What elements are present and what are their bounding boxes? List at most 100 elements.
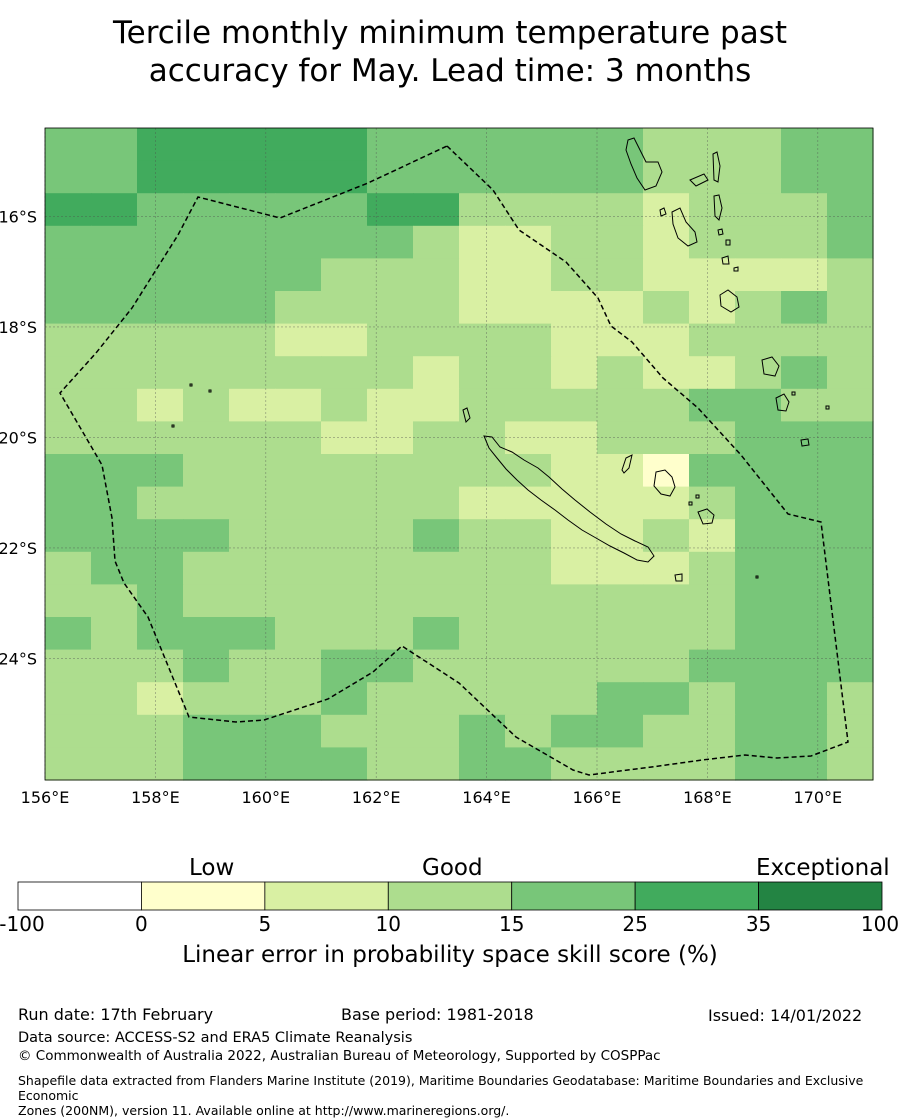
skill-cell [413,160,460,194]
longitude-tick-label: 168°E [683,788,732,807]
skill-cell [91,291,138,325]
skill-cell [45,682,92,716]
skill-cell [229,486,276,520]
skill-cell [45,193,92,227]
skill-cell [505,160,552,194]
skill-cell [321,356,368,390]
skill-cell [183,714,230,748]
skill-cell [321,551,368,585]
espiritu-santo-island [625,137,663,191]
skill-cell [735,747,782,781]
latitude-tick-label: 18°S [0,318,37,337]
skill-cell [275,714,322,748]
skill-cell [689,682,736,716]
skill-cell [781,421,828,455]
longitude-tick-label: 162°E [352,788,401,807]
skill-cell [367,584,414,618]
skill-cell [275,519,322,553]
skill-cell [413,454,460,488]
skill-cell [229,356,276,390]
skill-cell [781,747,828,781]
skill-cell [413,225,460,259]
skill-cell [643,291,690,325]
longitude-tick-label: 156°E [21,788,70,807]
skill-cell [45,388,92,422]
skill-cell [413,421,460,455]
skill-cell [551,649,598,683]
skill-cell [275,356,322,390]
skill-cell [137,291,184,325]
skill-cell [137,258,184,292]
skill-cell [229,291,276,325]
malekula-island [671,207,698,247]
colorbar-bin [511,881,636,911]
skill-cell [643,323,690,357]
skill-cell [275,454,322,488]
skill-cell [827,747,874,781]
map-frame [44,127,874,781]
skill-cell [275,551,322,585]
skill-cell [459,649,506,683]
skill-cell [551,486,598,520]
skill-cell [367,714,414,748]
skill-cell [505,356,552,390]
skill-cell [551,454,598,488]
skill-cell [137,649,184,683]
skill-cell [367,617,414,651]
new-caledonia-island [483,435,655,563]
skill-cell [735,486,782,520]
skill-cell [505,193,552,227]
skill-cell [137,454,184,488]
skill-cell [505,519,552,553]
skill-cell [413,584,460,618]
skill-cell [735,225,782,259]
skill-cell [827,682,874,716]
colorbar-bin [264,881,389,911]
colorbar-tick-label: 100 [860,912,900,936]
skill-cell [459,323,506,357]
skill-cell [459,291,506,325]
data-source: Data source: ACCESS-S2 and ERA5 Climate … [18,1030,413,1046]
map-title: Tercile monthly minimum temperature past… [0,14,900,90]
skill-cell [413,714,460,748]
skill-cell [781,486,828,520]
skill-cell [781,193,828,227]
skill-cell [597,519,644,553]
skill-cell [45,323,92,357]
skill-cell [735,258,782,292]
skill-cell [827,128,874,162]
skill-cell [413,291,460,325]
skill-cell [229,747,276,781]
skill-cell [137,323,184,357]
colorbar-tick-label: 25 [622,912,648,936]
colorbar-bin [141,881,266,911]
skill-cell [505,225,552,259]
colorbar-section-low: Low [189,855,235,881]
skill-cell [367,454,414,488]
skill-cell [321,486,368,520]
mare-island [697,508,715,525]
colorbar-tick-label: 35 [745,912,772,936]
skill-cell [275,617,322,651]
skill-cell [459,454,506,488]
skill-cell [413,649,460,683]
skill-cell [275,486,322,520]
skill-cell [275,388,322,422]
skill-cell [45,649,92,683]
skill-cell [459,617,506,651]
skill-cell [137,160,184,194]
skill-cell [367,486,414,520]
skill-cell [367,551,414,585]
skill-cell [597,584,644,618]
skill-cell [91,323,138,357]
skill-cell [505,617,552,651]
skill-cell [827,160,874,194]
colorbar-tick-label: 5 [258,912,272,936]
skill-cell [735,323,782,357]
skill-cell [183,323,230,357]
skill-cell [505,584,552,618]
skill-cell [505,747,552,781]
skill-cell [45,617,92,651]
skill-cell [505,486,552,520]
skill-cell [597,356,644,390]
